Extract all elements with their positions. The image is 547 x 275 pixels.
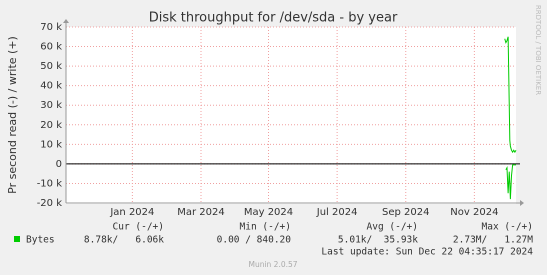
chart-title: Disk throughput for /dev/sda - by year bbox=[149, 11, 398, 26]
y-tick-label: 0 bbox=[56, 159, 62, 170]
y-tick-label: 30 k bbox=[40, 100, 62, 111]
x-tick-label: Sep 2024 bbox=[382, 207, 429, 218]
axis-arrow bbox=[63, 19, 69, 23]
y-tick-label: -10 k bbox=[37, 178, 63, 189]
y-tick-label: 70 k bbox=[40, 22, 62, 33]
x-tick-label: Mar 2024 bbox=[177, 207, 225, 218]
plot-area bbox=[66, 27, 516, 204]
legend-header: Cur (-/+) bbox=[113, 222, 164, 233]
last-update: Last update: Sun Dec 22 04:35:17 2024 bbox=[321, 247, 533, 258]
x-tick-label: Jul 2024 bbox=[316, 207, 358, 218]
legend-value: 2.73M/ 1.27M bbox=[453, 235, 533, 246]
y-tick-label: -20 k bbox=[37, 198, 63, 209]
y-tick-label: 60 k bbox=[40, 42, 62, 53]
x-tick-label: Jan 2024 bbox=[109, 207, 154, 218]
y-tick-label: 10 k bbox=[40, 139, 62, 150]
y-tick-label: 20 k bbox=[40, 120, 62, 131]
legend-header: Avg (-/+) bbox=[367, 222, 418, 233]
legend-name: Bytes bbox=[26, 235, 55, 246]
legend-swatch bbox=[14, 236, 20, 242]
y-tick-label: 40 k bbox=[40, 81, 62, 92]
x-tick-label: Nov 2024 bbox=[450, 207, 498, 218]
legend-value: 8.78k/ 6.06k bbox=[84, 235, 164, 246]
legend-header: Max (-/+) bbox=[482, 222, 533, 233]
y-axis-label: Pr second read (-) / write (+) bbox=[6, 36, 19, 194]
side-text: RRDTOOL / TOBI OETIKER bbox=[534, 5, 542, 95]
legend-value: 0.00 / 840.20 bbox=[217, 235, 292, 246]
axis-arrow bbox=[520, 200, 524, 206]
legend-value: 5.01k/ 35.93k bbox=[338, 235, 418, 246]
x-tick-label: May 2024 bbox=[244, 207, 293, 218]
data-line bbox=[505, 164, 516, 200]
legend-header: Min (-/+) bbox=[240, 222, 291, 233]
data-line bbox=[504, 36, 517, 154]
y-tick-label: 50 k bbox=[40, 61, 62, 72]
footer: Munin 2.0.57 bbox=[248, 260, 297, 269]
